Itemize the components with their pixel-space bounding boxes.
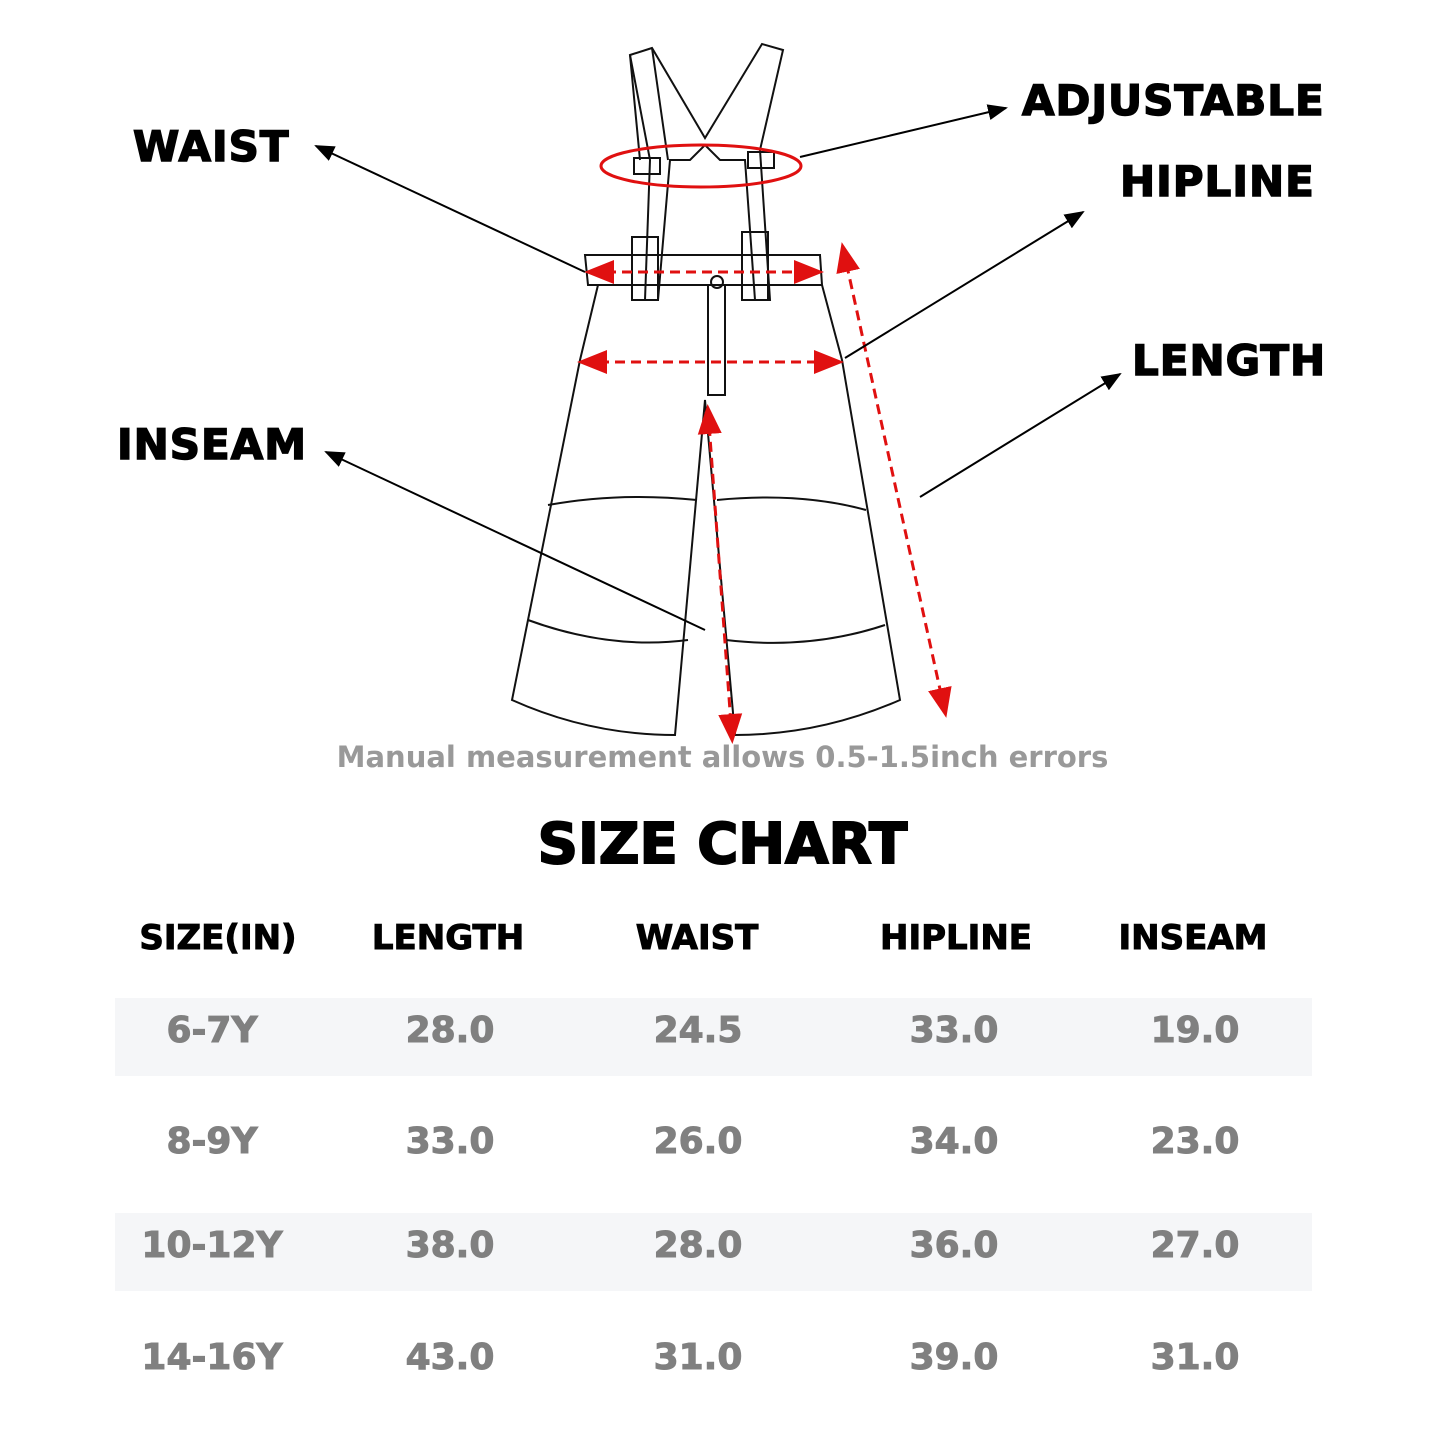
cell-length: 28.0 — [405, 1010, 495, 1052]
pointer-arrows — [314, 104, 1122, 631]
measurement-lines — [577, 143, 952, 744]
table-row: 8-9Y 33.0 26.0 34.0 23.0 — [115, 1109, 1312, 1187]
inseam-label: INSEAM — [116, 419, 308, 470]
hipline-label: HIPLINE — [1119, 156, 1315, 207]
header-inseam: INSEAM — [1118, 918, 1268, 959]
cell-inseam: 31.0 — [1150, 1337, 1240, 1379]
cell-hipline: 34.0 — [909, 1121, 999, 1163]
cell-waist: 26.0 — [653, 1121, 743, 1163]
cell-size: 8-9Y — [166, 1121, 258, 1163]
cell-inseam: 19.0 — [1150, 1010, 1240, 1052]
cell-hipline: 33.0 — [909, 1010, 999, 1052]
cell-length: 33.0 — [405, 1121, 495, 1163]
table-row: 14-16Y 43.0 31.0 39.0 31.0 — [115, 1325, 1312, 1403]
header-hipline: HIPLINE — [879, 918, 1033, 959]
cell-hipline: 39.0 — [909, 1337, 999, 1379]
cell-waist: 24.5 — [653, 1010, 743, 1052]
header-size: SIZE(IN) — [139, 918, 297, 959]
cell-waist: 28.0 — [653, 1225, 743, 1267]
header-length: LENGTH — [371, 918, 525, 959]
measurement-note: Manual measurement allows 0.5-1.5inch er… — [336, 740, 1109, 774]
cell-size: 6-7Y — [166, 1010, 258, 1052]
cell-length: 38.0 — [405, 1225, 495, 1267]
size-chart-title: SIZE CHART — [537, 811, 909, 878]
adjustable-label: ADJUSTABLE — [1021, 75, 1325, 126]
table-row: 10-12Y 38.0 28.0 36.0 27.0 — [115, 1213, 1312, 1291]
cell-hipline: 36.0 — [909, 1225, 999, 1267]
cell-waist: 31.0 — [653, 1337, 743, 1379]
length-label: LENGTH — [1131, 335, 1327, 386]
waist-label: WAIST — [132, 121, 290, 172]
header-waist: WAIST — [635, 918, 759, 959]
table-row: 6-7Y 28.0 24.5 33.0 19.0 — [115, 998, 1312, 1076]
cell-inseam: 23.0 — [1150, 1121, 1240, 1163]
pants-outline — [510, 42, 902, 737]
cell-size: 14-16Y — [141, 1337, 283, 1379]
pants-diagram — [314, 42, 1122, 744]
cell-length: 43.0 — [405, 1337, 495, 1379]
cell-inseam: 27.0 — [1150, 1225, 1240, 1267]
cell-size: 10-12Y — [141, 1225, 283, 1267]
